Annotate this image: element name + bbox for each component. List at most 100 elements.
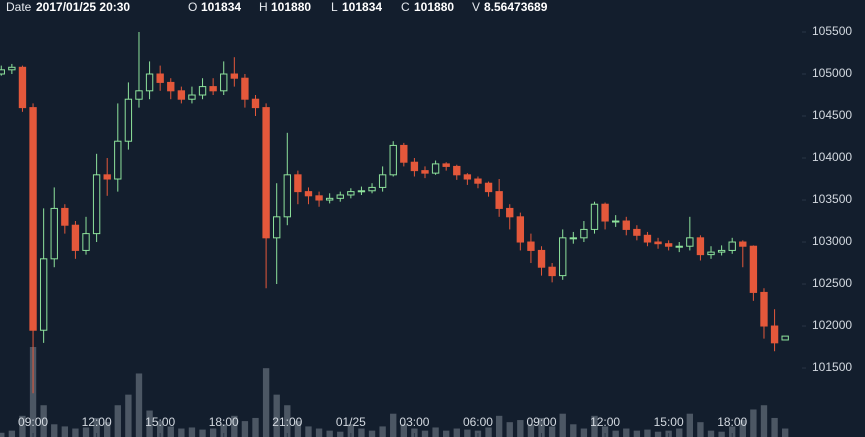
header: Date 2017/01/25 20:30 O 101834 H 101880 … — [6, 0, 548, 14]
candle-body — [114, 140, 122, 180]
close-label: C — [401, 0, 410, 14]
volume-bar — [358, 428, 365, 437]
candle-body — [336, 194, 344, 199]
candle-body — [156, 73, 164, 83]
date-value: 2017/01/25 20:30 — [36, 0, 130, 14]
x-tick-label: 18:00 — [717, 415, 747, 429]
volume-bar — [209, 428, 217, 437]
candle-body — [188, 94, 196, 100]
volume-bar — [432, 427, 439, 437]
volume-bar — [0, 432, 5, 437]
candle-body — [198, 86, 207, 96]
volume-bar — [781, 428, 789, 437]
x-tick-label: 15:00 — [654, 415, 684, 429]
volume-bar — [305, 426, 312, 437]
candle-body — [728, 241, 736, 251]
volume-bar — [644, 429, 651, 437]
volume-bar — [771, 417, 778, 437]
open-value: 101834 — [201, 0, 241, 14]
candle-body — [209, 86, 217, 92]
volume-bar — [390, 413, 397, 437]
volume-bar — [570, 424, 577, 437]
candle-body — [612, 220, 620, 223]
volume-bar — [315, 428, 323, 437]
volume-bar — [178, 428, 185, 437]
volume-bar — [421, 430, 429, 437]
y-tick-label: 104000 — [812, 150, 852, 164]
x-tick-label: 06:00 — [463, 415, 493, 429]
candle-body — [92, 174, 101, 235]
x-tick-label: 12:00 — [82, 415, 112, 429]
volume-bar — [601, 426, 609, 437]
candle-body — [50, 207, 58, 260]
candle-body — [516, 216, 525, 243]
candle-body — [590, 203, 599, 230]
candle-body — [770, 325, 779, 344]
candle-body — [167, 81, 175, 92]
x-tick-label: 03:00 — [399, 415, 429, 429]
volume-bar — [559, 413, 566, 437]
candle-body — [760, 291, 768, 327]
low-value: 101834 — [342, 0, 382, 14]
y-tick-label: 102500 — [812, 276, 852, 290]
candle-body — [315, 195, 323, 201]
candle-body — [29, 107, 37, 331]
volume-bar — [231, 415, 238, 437]
candle-body — [675, 245, 683, 248]
volume-bar — [739, 420, 746, 437]
candle-body — [251, 98, 260, 109]
x-tick-label: 01/25 — [336, 415, 366, 429]
candle-body — [506, 207, 514, 218]
volume-bar — [326, 430, 333, 437]
volume-bar — [527, 424, 535, 437]
volume-bar — [167, 426, 174, 437]
date-label: Date — [6, 0, 32, 14]
y-tick-label: 105500 — [812, 24, 852, 38]
volume-bar — [517, 420, 524, 437]
candle-body — [368, 186, 376, 192]
volume-bar — [72, 428, 79, 437]
candle-body — [378, 174, 387, 188]
candle-body — [442, 163, 450, 167]
candle-body — [474, 178, 482, 184]
volume-bar — [368, 430, 376, 437]
candle-body — [654, 241, 662, 245]
candle-body — [559, 237, 567, 277]
y-tick-label: 104500 — [812, 108, 852, 122]
volume-bar — [135, 373, 143, 437]
candle-body — [283, 174, 291, 218]
candle-body — [8, 66, 16, 71]
volume-bar — [337, 431, 344, 437]
candle-body — [103, 174, 111, 180]
candle-body — [347, 191, 355, 196]
candle-body — [82, 233, 90, 251]
volume-label: V — [472, 0, 480, 14]
volume-bar — [284, 405, 291, 437]
candle-body — [400, 144, 408, 163]
candle-body — [389, 144, 397, 176]
candle-body — [686, 237, 694, 247]
candle-body — [262, 107, 270, 239]
volume-bar — [580, 428, 588, 437]
volume-bar — [114, 405, 121, 437]
volume-bar — [199, 429, 206, 437]
volume-bar — [548, 426, 556, 437]
candle-body — [325, 197, 334, 201]
candle-body — [781, 335, 789, 341]
candle-body — [484, 182, 493, 193]
volume-bar — [400, 424, 407, 437]
volume-bar — [464, 429, 471, 437]
volume-bar — [707, 430, 715, 437]
volume-bar — [51, 424, 58, 437]
x-tick-label: 15:00 — [145, 415, 175, 429]
candle-body — [453, 165, 461, 176]
volume-bar — [411, 428, 418, 437]
volume-bar — [104, 422, 111, 437]
volume-bar — [93, 417, 100, 437]
volume-bar — [262, 368, 270, 437]
candle-body — [749, 245, 758, 293]
volume-bar — [676, 428, 683, 437]
x-tick-label: 18:00 — [209, 415, 239, 429]
volume-bar — [40, 405, 47, 437]
volume-bar — [750, 409, 757, 437]
